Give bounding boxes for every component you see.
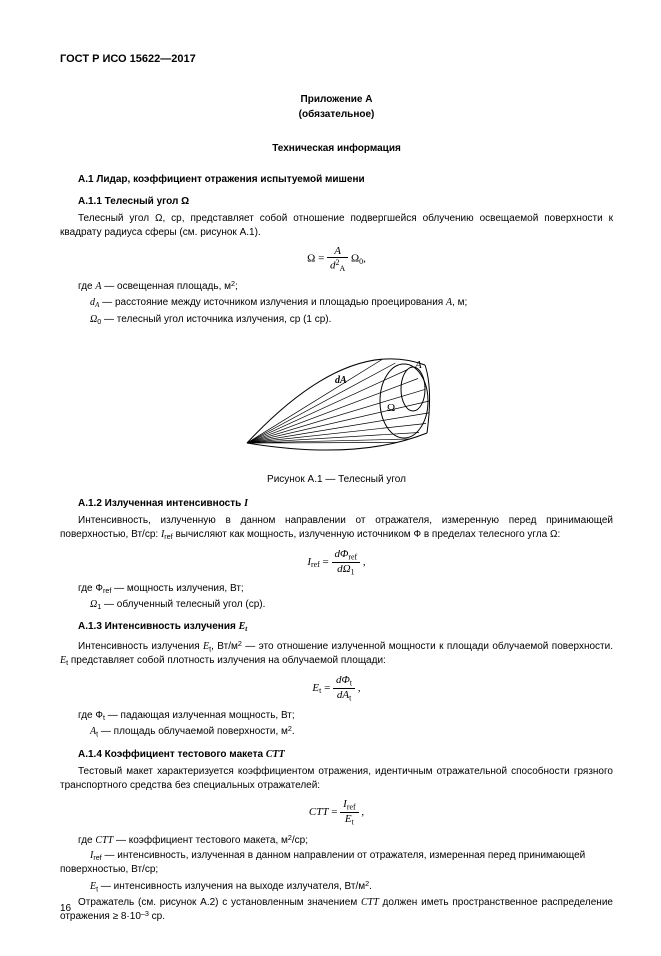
def-a12-1: где Фref — мощность излучения, Вт;: [60, 582, 613, 596]
figure-a1: A Ω dA: [60, 333, 613, 468]
head-a13: А.1.3 Интенсивность излучения Et: [60, 620, 613, 635]
doc-id: ГОСТ Р ИСО 15622—2017: [60, 52, 613, 67]
figcap-a1: Рисунок А.1 — Телесный угол: [60, 473, 613, 487]
para-a14-2: Отражатель (см. рисунок А.2) с установле…: [60, 896, 613, 924]
def-a14-2: Iref — интенсивность, излученная в данно…: [60, 849, 613, 876]
def-a11-1: где A — освещенная площадь, м2;: [60, 279, 613, 294]
def-a11-3: Ω0 — телесный угол источника излучения, …: [60, 313, 613, 327]
fig-label-da: dA: [335, 375, 347, 386]
page-number: 16: [60, 902, 71, 916]
head-a1: А.1 Лидар, коэффициент отражения испытуе…: [60, 173, 613, 187]
annex-title: Приложение А: [60, 93, 613, 107]
para-a11-1: Телесный угол Ω, ср, представляет собой …: [60, 212, 613, 239]
def-a14-1: где CTT — коэффициент тестового макета, …: [60, 833, 613, 848]
def-a12-2: Ω1 — облученный телесный угол (ср).: [60, 598, 613, 612]
formula-a14: CTT = Iref Et ,: [60, 798, 613, 827]
para-a14-1: Тестовый макет характеризуется коэффицие…: [60, 765, 613, 792]
annex-subtitle: (обязательное): [60, 108, 613, 122]
def-a14-3: Et — интенсивность излучения на выходе и…: [60, 879, 613, 894]
para-a13-1: Интенсивность излучения Et, Вт/м2 — это …: [60, 639, 613, 668]
para-a12-1: Интенсивность, излученную в данном напра…: [60, 514, 613, 541]
formula-a12: Iref = dΦref dΩ1 ,: [60, 548, 613, 577]
section-title: Техническая информация: [60, 142, 613, 156]
fig-label-a: A: [414, 359, 422, 371]
def-a13-1: где Фt — падающая излученная мощность, В…: [60, 709, 613, 723]
def-a13-2: At — площадь облучаемой поверхности, м2.: [60, 724, 613, 739]
formula-a11: Ω = A d2A Ω0,: [60, 245, 613, 273]
head-a12: А.1.2 Излученная интенсивность I: [60, 497, 613, 511]
fig-label-omega: Ω: [387, 402, 395, 414]
head-a11: А.1.1 Телесный угол Ω: [60, 195, 613, 209]
formula-a13: Et = dΦt dAt ,: [60, 674, 613, 703]
head-a14: А.1.4 Коэффициент тестового макета CTT: [60, 748, 613, 762]
def-a11-2: dA — расстояние между источником излучен…: [60, 296, 613, 311]
